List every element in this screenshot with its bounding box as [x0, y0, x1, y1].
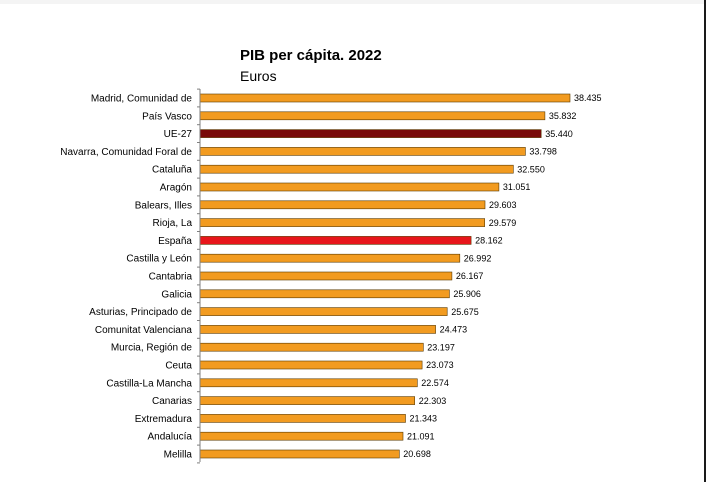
- value-label: 29.579: [489, 218, 517, 228]
- category-label: Rioja, La: [153, 218, 193, 229]
- bar: [199, 129, 542, 138]
- bar: [199, 93, 571, 103]
- value-label: 26.992: [464, 253, 492, 263]
- bar: [199, 236, 472, 245]
- chart-title: PIB per cápita. 2022: [240, 47, 382, 64]
- category-label: Extremadura: [135, 414, 193, 425]
- bar: [199, 111, 546, 121]
- category-label: Comunitat Valenciana: [95, 325, 193, 336]
- value-label: 20.698: [403, 449, 431, 459]
- category-label: Navarra, Comunidad Foral de: [60, 147, 192, 158]
- category-label: UE-27: [164, 129, 193, 140]
- value-label: 38.435: [574, 93, 602, 103]
- bar: [199, 431, 404, 441]
- value-label: 26.167: [456, 271, 484, 281]
- chart-subtitle: Euros: [240, 68, 277, 84]
- value-label: 35.832: [549, 111, 577, 121]
- category-label: Asturias, Principado de: [89, 307, 192, 318]
- bar: [199, 325, 436, 334]
- category-label: Madrid, Comunidad de: [91, 94, 193, 105]
- value-label: 22.574: [421, 378, 449, 388]
- bar: [199, 164, 514, 174]
- bar: [199, 307, 448, 316]
- window-top-strip: [0, 0, 704, 4]
- bar: [199, 200, 486, 210]
- bar: [199, 396, 415, 405]
- bar: [199, 414, 406, 423]
- value-label: 23.197: [427, 342, 455, 352]
- category-label: Castilla y León: [126, 254, 192, 265]
- bar: [199, 147, 526, 156]
- value-label: 33.798: [529, 147, 557, 157]
- value-label: 23.073: [426, 360, 454, 370]
- category-label: Andalucía: [148, 432, 193, 443]
- category-label: Cataluña: [152, 165, 192, 176]
- bar: [199, 449, 400, 459]
- value-label: 24.473: [440, 325, 468, 335]
- value-label: 28.162: [475, 236, 503, 246]
- value-label: 25.675: [451, 307, 479, 317]
- bar: [199, 218, 486, 227]
- value-label: 21.343: [410, 414, 438, 424]
- bar: [199, 360, 423, 370]
- category-label: España: [158, 236, 192, 247]
- category-label: País Vasco: [142, 111, 192, 122]
- bar: [199, 378, 418, 388]
- bar: [199, 271, 453, 281]
- bar: [199, 342, 424, 352]
- category-label: Aragón: [160, 183, 192, 194]
- value-label: 29.603: [489, 200, 517, 210]
- bars-layer: Madrid, Comunidad de 38.435 País Vasco 35.8…: [60, 88, 602, 464]
- value-label: 25.906: [453, 289, 481, 299]
- category-label: Galicia: [161, 289, 192, 300]
- value-label: 22.303: [419, 396, 447, 406]
- category-label: Castilla-La Mancha: [106, 378, 192, 389]
- bar: [199, 253, 461, 263]
- category-label: Canarias: [152, 396, 192, 407]
- value-label: 31.051: [503, 182, 531, 192]
- bar: [199, 182, 500, 192]
- category-label: Balears, Illes: [135, 200, 192, 211]
- category-label: Ceuta: [165, 361, 192, 372]
- category-label: Melilla: [164, 450, 193, 461]
- window-right-border: [704, 0, 706, 482]
- bar: [199, 289, 450, 299]
- value-label: 32.550: [517, 164, 545, 174]
- category-label: Murcia, Región de: [111, 343, 193, 354]
- value-label: 35.440: [545, 129, 573, 139]
- category-label: Cantabria: [149, 272, 193, 283]
- value-label: 21.091: [407, 431, 435, 441]
